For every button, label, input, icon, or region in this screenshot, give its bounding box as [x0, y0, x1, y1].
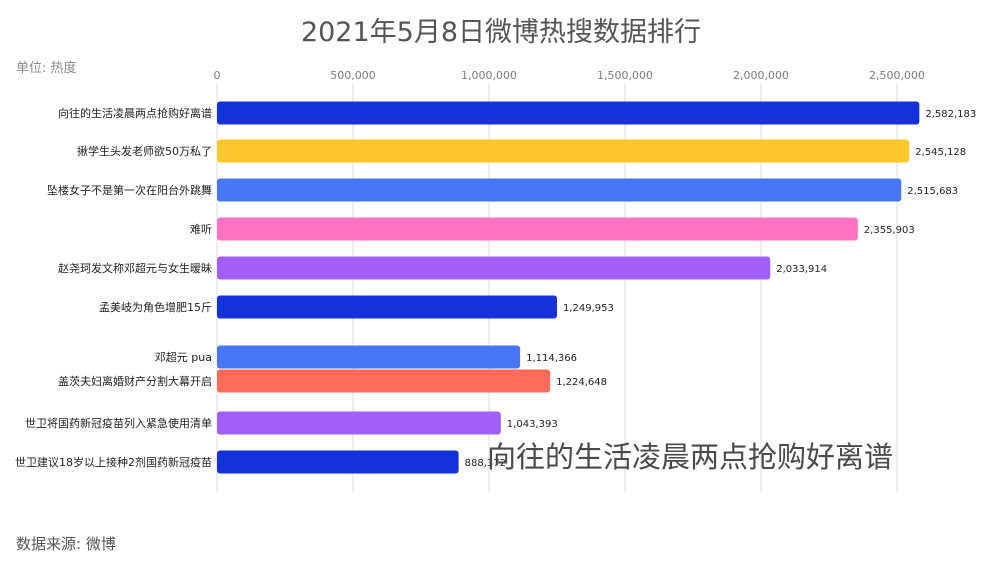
bar-category-label: 坠楼女子不是第一次在阳台外跳舞	[47, 183, 212, 197]
bar-category-label: 孟美岐为角色增肥15斤	[99, 300, 212, 314]
bar-row: 邓超元 pua 1,114,366	[155, 345, 577, 369]
x-tick-label: 2,500,000	[869, 69, 925, 82]
x-axis-ticks: 0 500,000 1,000,000 1,500,000 2,000,000 2,500…	[214, 69, 925, 82]
bar-value-label: 2,545,128	[915, 147, 966, 158]
bar	[217, 178, 902, 202]
bar	[217, 450, 459, 474]
bar	[217, 369, 551, 393]
scrolling-caption: 向往的生活凌晨两点抢购好离谱	[487, 440, 894, 474]
bar-value-label: 2,582,183	[925, 109, 976, 120]
x-tick-label: 1,000,000	[461, 69, 517, 82]
bar-category-label: 邓超元 pua	[155, 350, 212, 364]
bar-value-label: 1,249,953	[563, 303, 614, 314]
bar-value-label: 2,515,683	[907, 186, 958, 197]
bar-row: 坠楼女子不是第一次在阳台外跳舞 2,515,683	[47, 178, 958, 202]
bar-value-label: 2,033,914	[776, 264, 827, 275]
bar-category-label: 向往的生活凌晨两点抢购好离谱	[58, 106, 212, 120]
source-label: 数据来源: 微博	[16, 535, 116, 553]
x-tick-label: 0	[214, 69, 221, 82]
bar	[217, 256, 771, 280]
bar	[217, 411, 501, 435]
bar-category-label: 难听	[190, 223, 212, 236]
bar-category-label: 盖茨夫妇离婚财产分割大幕开启	[58, 374, 212, 388]
bar-row: 向往的生活凌晨两点抢购好离谱 2,582,183	[58, 101, 976, 125]
bar-row: 揪学生头发老师欲50万私了 2,545,128	[77, 139, 966, 163]
unit-label: 单位: 热度	[16, 61, 77, 76]
bar	[217, 295, 557, 319]
bar-value-label: 2,355,903	[864, 225, 915, 236]
bar-category-label: 揪学生头发老师欲50万私了	[77, 144, 212, 158]
bars: 向往的生活凌晨两点抢购好离谱 2,582,183 揪学生头发老师欲50万私了 2,54…	[15, 101, 976, 474]
bar	[217, 139, 910, 163]
bar	[217, 217, 858, 241]
bar-value-label: 1,114,366	[526, 353, 577, 364]
bar-row: 世卫将国药新冠疫苗列入紧急使用清单 1,043,393	[25, 411, 558, 435]
bar-row: 赵尧珂发文称邓超元与女生暧昧 2,033,914	[58, 256, 827, 280]
bar	[217, 101, 920, 125]
x-tick-label: 500,000	[330, 69, 376, 82]
bar-row: 盖茨夫妇离婚财产分割大幕开启 1,224,648	[58, 369, 607, 393]
bar-row: 世卫建议18岁以上接种2剂国药新冠疫苗 888,372	[15, 450, 506, 474]
bar-category-label: 赵尧珂发文称邓超元与女生暧昧	[58, 261, 212, 275]
bar-value-label: 1,043,393	[507, 419, 558, 430]
bar	[217, 345, 521, 369]
bar-row: 孟美岐为角色增肥15斤 1,249,953	[99, 295, 614, 319]
bar-category-label: 世卫将国药新冠疫苗列入紧急使用清单	[25, 416, 212, 430]
bar-value-label: 1,224,648	[556, 377, 607, 388]
bar-category-label: 世卫建议18岁以上接种2剂国药新冠疫苗	[15, 455, 212, 469]
bar-value-label: 888,372	[465, 458, 506, 469]
bar-row: 难听 2,355,903	[190, 217, 915, 241]
chart-title: 2021年5月8日微博热搜数据排行	[300, 17, 702, 48]
x-tick-label: 2,000,000	[733, 69, 789, 82]
x-tick-label: 1,500,000	[597, 69, 653, 82]
